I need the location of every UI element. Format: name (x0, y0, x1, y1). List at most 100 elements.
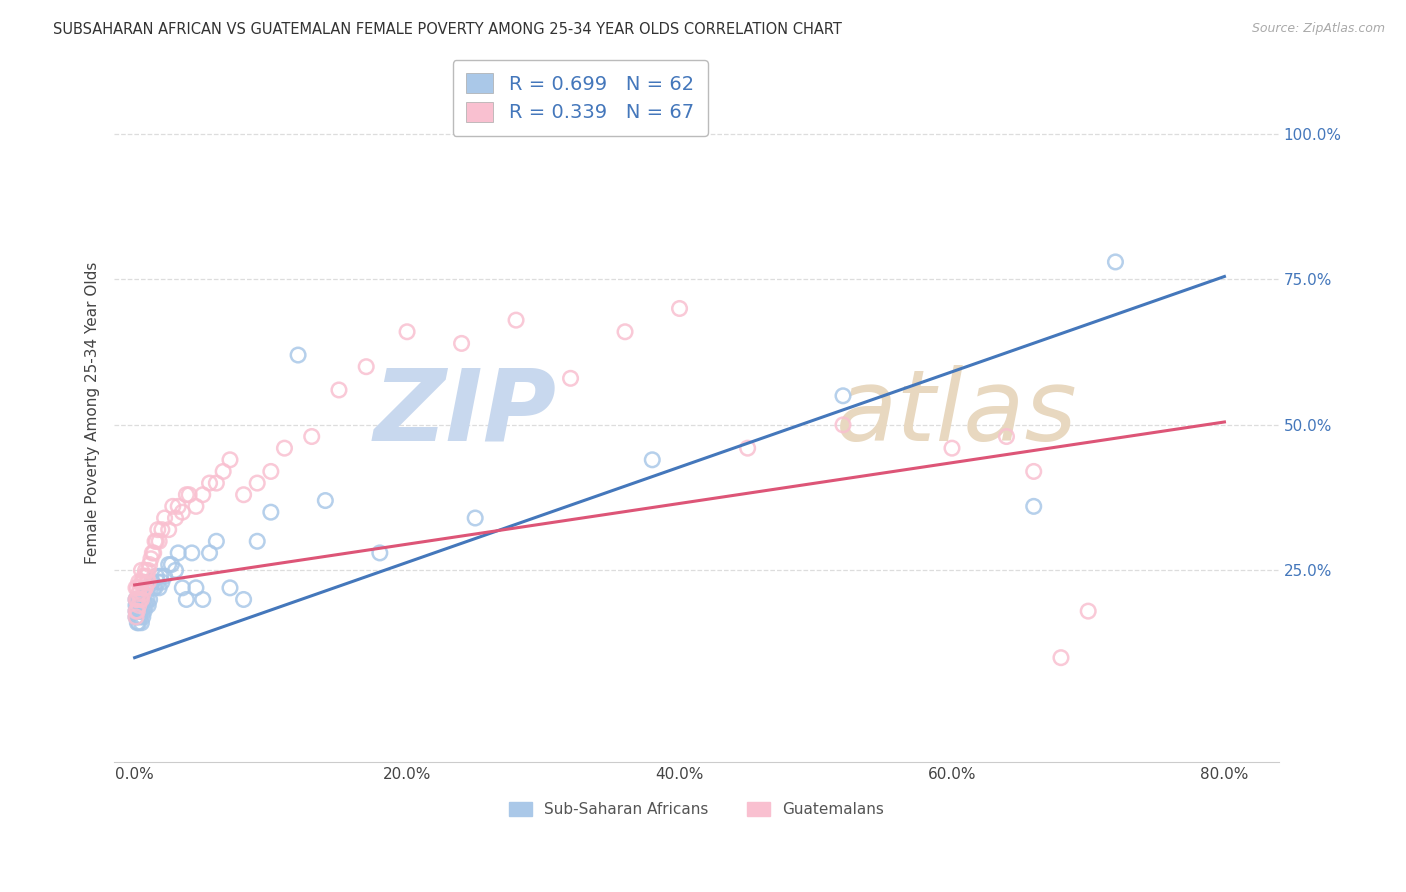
Point (176, 592, 198, 607)
Point (127, 615, 149, 630)
Point (132, 574, 155, 589)
Point (135, 569, 157, 583)
Point (1050, 650, 1073, 665)
Point (128, 587, 150, 601)
Point (176, 488, 198, 502)
Point (129, 604, 152, 618)
Point (129, 581, 152, 595)
Point (139, 581, 162, 595)
Point (131, 592, 153, 607)
Point (212, 465, 235, 479)
Point (832, 389, 855, 403)
Point (129, 592, 152, 607)
Point (246, 534, 269, 549)
Point (737, 441, 759, 455)
Point (134, 604, 156, 618)
Point (172, 505, 194, 519)
Point (1022, 500, 1045, 514)
Point (136, 581, 159, 595)
Point (396, 325, 419, 339)
Point (142, 546, 165, 560)
Y-axis label: Female Poverty Among 25-34 Year Olds: Female Poverty Among 25-34 Year Olds (86, 262, 100, 565)
Point (135, 581, 157, 595)
Point (198, 476, 221, 491)
Point (125, 610, 148, 624)
Point (128, 599, 150, 613)
Point (145, 569, 167, 583)
Point (146, 574, 169, 589)
Point (131, 592, 153, 607)
Point (128, 604, 150, 618)
Point (668, 301, 690, 316)
Point (135, 592, 157, 607)
Point (184, 500, 207, 514)
Point (157, 558, 180, 572)
Point (132, 610, 155, 624)
Point (260, 505, 283, 519)
Point (1077, 604, 1099, 618)
Point (505, 313, 527, 327)
Point (273, 441, 295, 455)
Point (131, 574, 153, 589)
Point (179, 488, 201, 502)
Point (328, 383, 350, 397)
Point (641, 452, 664, 467)
Point (560, 371, 582, 385)
Point (136, 599, 159, 613)
Point (127, 592, 149, 607)
Point (132, 587, 155, 601)
Point (368, 546, 391, 560)
Text: SUBSAHARAN AFRICAN VS GUATEMALAN FEMALE POVERTY AMONG 25-34 YEAR OLDS CORRELATIO: SUBSAHARAN AFRICAN VS GUATEMALAN FEMALE … (53, 22, 842, 37)
Point (153, 569, 176, 583)
Point (135, 581, 157, 595)
Point (180, 546, 202, 560)
Point (138, 592, 160, 607)
Point (125, 599, 148, 613)
Point (832, 417, 855, 432)
Point (148, 534, 170, 549)
Point (148, 581, 170, 595)
Point (167, 546, 190, 560)
Point (314, 493, 336, 508)
Point (128, 615, 150, 630)
Point (127, 592, 149, 607)
Point (287, 348, 309, 362)
Point (149, 569, 172, 583)
Point (191, 592, 214, 607)
Point (205, 534, 228, 549)
Point (146, 523, 169, 537)
Point (165, 511, 187, 525)
Legend: Sub-Saharan Africans, Guatemalans: Sub-Saharan Africans, Guatemalans (502, 794, 891, 824)
Point (941, 441, 963, 455)
Point (246, 476, 269, 491)
Point (127, 604, 149, 618)
Point (135, 581, 157, 595)
Point (232, 488, 254, 502)
Point (1022, 465, 1045, 479)
Point (260, 465, 283, 479)
Point (141, 574, 163, 589)
Point (127, 604, 149, 618)
Text: atlas: atlas (837, 365, 1078, 462)
Point (157, 523, 180, 537)
Point (1104, 255, 1126, 269)
Point (132, 599, 155, 613)
Point (219, 452, 242, 467)
Point (232, 592, 254, 607)
Point (150, 523, 173, 537)
Point (139, 551, 162, 566)
Point (136, 563, 159, 577)
Point (450, 336, 472, 351)
Point (143, 534, 166, 549)
Point (165, 563, 187, 577)
Point (127, 610, 149, 624)
Point (167, 500, 190, 514)
Point (172, 581, 194, 595)
Point (128, 592, 150, 607)
Point (135, 563, 157, 577)
Point (131, 563, 153, 577)
Point (135, 599, 157, 613)
Point (191, 488, 214, 502)
Point (150, 574, 173, 589)
Point (129, 610, 152, 624)
